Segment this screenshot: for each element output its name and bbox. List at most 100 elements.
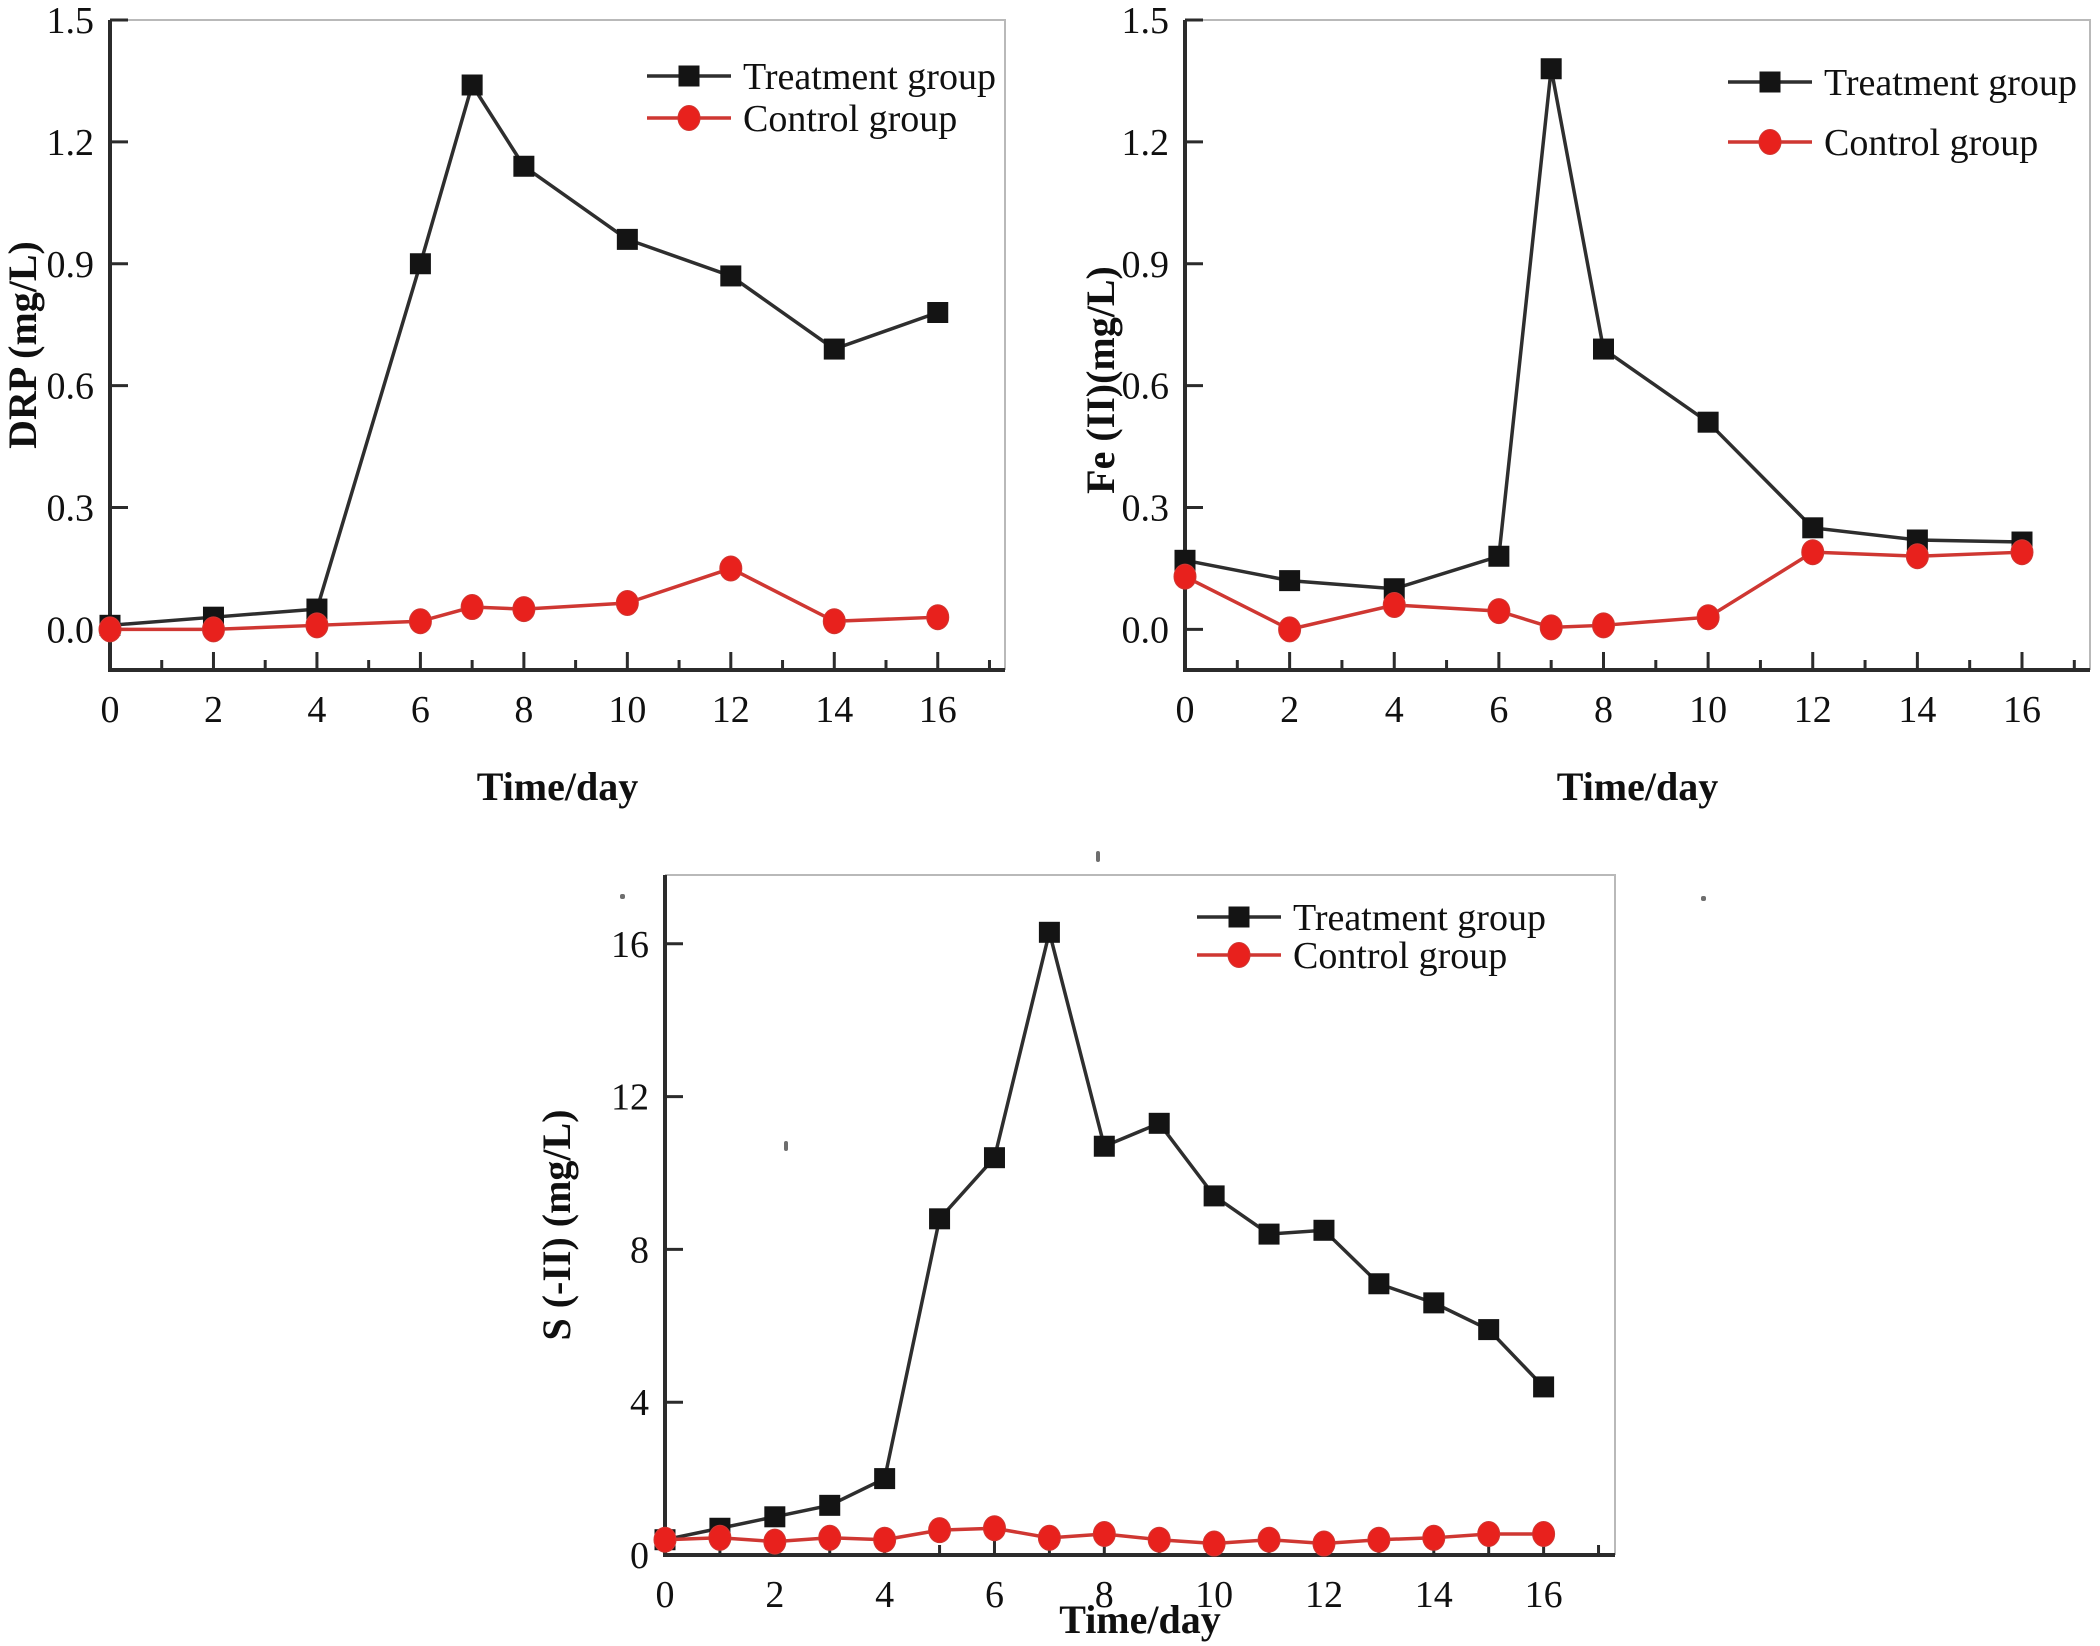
- control-marker: [1477, 1520, 1501, 1547]
- legend-label: Treatment group: [1293, 897, 1546, 939]
- control-line: [110, 566, 938, 632]
- artifact-speck: [620, 894, 625, 899]
- x-tick-label: 14: [815, 689, 853, 731]
- control-marker: [763, 1528, 787, 1555]
- y-tick-label: 0.3: [47, 488, 95, 530]
- treatment-marker: [1148, 1112, 1170, 1134]
- plot-frame: [665, 874, 1616, 1555]
- legend-label: Control group: [1293, 935, 1507, 977]
- control-marker: [708, 1524, 732, 1551]
- x-tick-label: 16: [919, 689, 957, 731]
- x-tick-label: 10: [1689, 689, 1727, 731]
- treatment-marker: [929, 1208, 951, 1230]
- control-marker: [615, 589, 639, 616]
- y-tick-label: 0.6: [1122, 366, 1170, 408]
- treatment-marker: [764, 1506, 786, 1528]
- legend-square-marker: [678, 65, 700, 87]
- treatment-marker: [823, 338, 845, 360]
- control-marker: [1037, 1524, 1061, 1551]
- y-axis-label: DRP (mg/L): [0, 241, 45, 449]
- control-marker: [1257, 1526, 1281, 1553]
- treatment-marker: [1540, 58, 1562, 80]
- chart-panel-s: 0 2 4 6 8 10 12 14 16 0 4 8 12 16 Time/day S (-II) (mg/…: [470, 835, 1630, 1646]
- y-tick-label: 4: [630, 1382, 649, 1424]
- x-tick-label: 2: [765, 1574, 784, 1616]
- y-axis-label: S (-II) (mg/L): [534, 1109, 579, 1340]
- control-marker: [926, 604, 950, 631]
- treatment-line: [664, 931, 1545, 1542]
- x-tick-label: 10: [1195, 1574, 1233, 1616]
- y-tick-label: 1.2: [1122, 122, 1170, 164]
- control-marker: [719, 555, 743, 582]
- x-tick-label: 0: [101, 689, 120, 731]
- treatment-marker: [983, 1147, 1005, 1169]
- control-marker: [822, 608, 846, 635]
- control-marker: [201, 616, 225, 643]
- y-tick-label: 1.5: [1122, 0, 1170, 42]
- treatment-marker: [874, 1468, 896, 1490]
- treatment-marker: [1533, 1376, 1555, 1398]
- artifact-speck: [1096, 851, 1100, 862]
- y-tick-label: 0.0: [1122, 609, 1170, 651]
- control-marker: [408, 608, 432, 635]
- x-tick-label: 8: [1095, 1574, 1114, 1616]
- legend-label: Treatment group: [743, 56, 996, 98]
- treatment-marker: [513, 155, 535, 177]
- legend-square-marker: [1759, 71, 1781, 93]
- y-tick-label: 0: [630, 1535, 649, 1577]
- x-tick-label: 14: [1415, 1574, 1453, 1616]
- control-marker: [1422, 1524, 1446, 1551]
- legend-circle-marker: [677, 105, 701, 131]
- control-marker: [1202, 1530, 1226, 1557]
- y-tick-label: 8: [630, 1229, 649, 1271]
- treatment-marker: [409, 253, 431, 275]
- control-marker: [460, 594, 484, 621]
- x-tick-label: 4: [307, 689, 326, 731]
- control-marker: [1905, 543, 1929, 570]
- y-tick-label: 0.3: [1122, 488, 1170, 530]
- y-axis-label: Fe (II)(mg/L): [1078, 266, 1123, 494]
- x-tick-label: 2: [1280, 689, 1299, 731]
- y-tick-label: 1.5: [47, 0, 95, 42]
- plot-frame: [110, 19, 1006, 670]
- x-tick-label: 16: [1525, 1574, 1563, 1616]
- x-tick-label: 6: [985, 1574, 1004, 1616]
- treatment-marker: [1697, 411, 1719, 433]
- treatment-marker: [1203, 1185, 1225, 1207]
- treatment-marker: [1592, 338, 1614, 360]
- control-line: [1184, 550, 2023, 632]
- drp-chart: 0 2 4 6 8 10 12 14 16 0.0 0.3 0.6 0.9 1.2 1.5 Time/day D…: [0, 0, 1006, 809]
- control-marker: [1696, 604, 1720, 631]
- y-tick-label: 1.2: [47, 122, 95, 164]
- legend-label: Control group: [1824, 122, 2038, 164]
- control-marker: [818, 1524, 842, 1551]
- plot-frame: [1185, 19, 2091, 670]
- control-marker: [1487, 598, 1511, 625]
- x-tick-label: 4: [1385, 689, 1404, 731]
- y-tick-label: 0.0: [47, 609, 95, 651]
- treatment-marker: [1488, 545, 1510, 567]
- legend-circle-marker: [1227, 942, 1251, 968]
- y-tick-label: 0.9: [47, 244, 95, 286]
- x-tick-label: 8: [514, 689, 533, 731]
- treatment-marker: [927, 302, 949, 323]
- control-marker: [982, 1515, 1006, 1542]
- control-marker: [1278, 616, 1302, 643]
- x-tick-label: 12: [1305, 1574, 1343, 1616]
- control-marker: [1367, 1526, 1391, 1553]
- x-axis-label: Time/day: [1557, 764, 1719, 809]
- control-marker: [1312, 1530, 1336, 1557]
- x-tick-label: 14: [1898, 689, 1936, 731]
- x-tick-label: 8: [1594, 689, 1613, 731]
- treatment-marker: [616, 228, 638, 250]
- control-marker: [512, 596, 536, 623]
- legend-circle-marker: [1758, 129, 1782, 155]
- treatment-marker: [1478, 1319, 1500, 1341]
- treatment-line: [109, 80, 939, 628]
- control-marker: [1801, 539, 1825, 566]
- legend-square-marker: [1228, 906, 1250, 928]
- control-marker: [1092, 1520, 1116, 1547]
- treatment-marker: [1038, 921, 1060, 943]
- x-tick-label: 12: [712, 689, 750, 731]
- treatment-marker: [1313, 1219, 1335, 1241]
